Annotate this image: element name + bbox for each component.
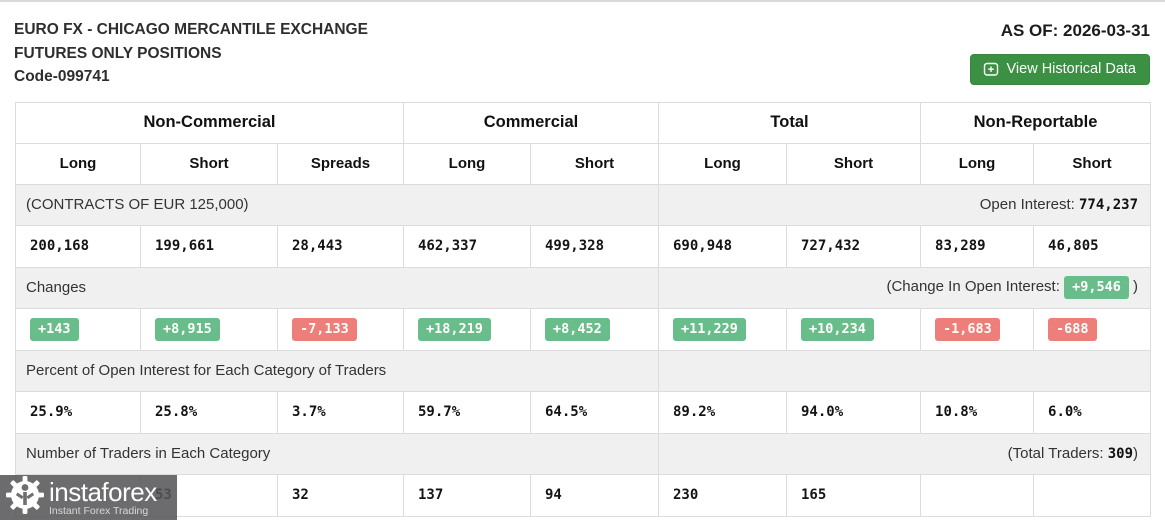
cot-positions-table: Non-Commercial Commercial Total Non-Repo…	[15, 101, 1152, 517]
col-c-long: Long	[403, 142, 531, 185]
change-cell: +8,452	[530, 307, 659, 351]
group-header-row: Non-Commercial Commercial Total Non-Repo…	[15, 101, 1152, 144]
change-badge: +18,219	[418, 317, 491, 341]
col-nr-short: Short	[1033, 142, 1152, 185]
as-of-date: AS OF: 2026-03-31	[1000, 21, 1150, 40]
traders-cell: 165	[785, 473, 922, 517]
traders-label: Number of Traders in Each Category	[15, 432, 659, 475]
instaforex-logo-watermark: instaforex Instant Forex Trading	[0, 475, 177, 520]
percent-cell: 89.2%	[658, 390, 787, 434]
change-cell: +18,219	[403, 307, 531, 351]
positions-cell: 727,432	[785, 224, 922, 268]
contracts-label: (CONTRACTS OF EUR 125,000)	[15, 183, 659, 226]
col-nc-short: Short	[140, 142, 278, 185]
col-t-short: Short	[785, 142, 922, 185]
percent-band-row: Percent of Open Interest for Each Catego…	[15, 349, 1152, 392]
percent-label: Percent of Open Interest for Each Catego…	[15, 349, 659, 392]
change-badge: +10,234	[801, 317, 874, 341]
change-cell: +10,234	[785, 307, 922, 351]
total-traders-suffix: )	[1133, 445, 1139, 462]
traders-cell: 32	[277, 473, 404, 517]
open-interest-label: Open Interest:	[979, 196, 1079, 213]
percent-cell: 25.8%	[140, 390, 278, 434]
percent-cell: 59.7%	[403, 390, 531, 434]
page-header: EURO FX - CHICAGO MERCANTILE EXCHANGE FU…	[0, 2, 1165, 89]
percent-band-empty	[657, 349, 1152, 392]
percent-cell: 25.9%	[15, 390, 141, 434]
positions-cell: 499,328	[530, 224, 659, 268]
header-right: AS OF: 2026-03-31 View Historical Data	[969, 18, 1150, 85]
change-oi-badge: +9,546	[1064, 276, 1129, 299]
contracts-band-row: (CONTRACTS OF EUR 125,000) Open Interest…	[15, 183, 1152, 226]
change-cell: -1,683	[920, 307, 1035, 351]
change-badge: +11,229	[673, 317, 746, 341]
group-non-reportable: Non-Reportable	[920, 101, 1152, 144]
calendar-plus-icon	[983, 61, 999, 77]
positions-cell: 83,289	[920, 224, 1035, 268]
logo-tagline: Instant Forex Trading	[49, 504, 149, 517]
total-traders-cell: (Total Traders: 309)	[657, 432, 1152, 475]
changes-row: +143 +8,915 -7,133 +18,219 +8,452 +11,22…	[15, 307, 1152, 351]
col-c-short: Short	[530, 142, 659, 185]
traders-cell	[1033, 473, 1152, 517]
total-traders-prefix: (Total Traders:	[1007, 445, 1108, 462]
report-title: EURO FX - CHICAGO MERCANTILE EXCHANGE FU…	[14, 18, 368, 89]
change-cell: +11,229	[658, 307, 787, 351]
percent-cell: 10.8%	[920, 390, 1035, 434]
open-interest-value: 774,237	[1079, 197, 1139, 213]
change-cell: -7,133	[277, 307, 404, 351]
view-historical-data-label: View Historical Data	[1006, 61, 1136, 77]
traders-cell: 230	[658, 473, 787, 517]
traders-cell: 94	[530, 473, 659, 517]
change-oi-suffix: )	[1128, 278, 1139, 295]
positions-cell: 199,661	[140, 224, 278, 268]
changes-band-row: Changes (Change In Open Interest: +9,546…	[15, 266, 1152, 309]
group-non-commercial: Non-Commercial	[15, 101, 404, 144]
col-t-long: Long	[658, 142, 787, 185]
change-badge: -1,683	[935, 317, 1000, 341]
change-badge: -688	[1048, 317, 1097, 341]
change-cell: -688	[1033, 307, 1152, 351]
change-badge: +8,452	[545, 317, 610, 341]
column-header-row: Long Short Spreads Long Short Long Short…	[15, 142, 1152, 185]
traders-cell	[920, 473, 1035, 517]
positions-row: 200,168 199,661 28,443 462,337 499,328 6…	[15, 224, 1152, 268]
positions-cell: 46,805	[1033, 224, 1152, 268]
traders-band-row: Number of Traders in Each Category (Tota…	[15, 432, 1152, 475]
logo-text: instaforex Instant Forex Trading	[49, 479, 157, 517]
percent-cell: 6.0%	[1033, 390, 1152, 434]
change-badge: +8,915	[155, 317, 220, 341]
col-nc-long: Long	[15, 142, 141, 185]
change-open-interest-cell: (Change In Open Interest: +9,546 )	[657, 266, 1152, 309]
group-commercial: Commercial	[403, 101, 659, 144]
title-line-3: Code-099741	[14, 68, 110, 85]
col-nr-long: Long	[920, 142, 1035, 185]
change-cell: +8,915	[140, 307, 278, 351]
positions-cell: 28,443	[277, 224, 404, 268]
instaforex-gear-icon	[4, 474, 46, 521]
logo-brand: instaforex	[49, 476, 157, 507]
changes-label: Changes	[15, 266, 659, 309]
col-nc-spreads: Spreads	[277, 142, 404, 185]
open-interest-cell: Open Interest: 774,237	[657, 183, 1152, 226]
percent-cell: 64.5%	[530, 390, 659, 434]
traders-row: 53 32 137 94 230 165	[15, 473, 1152, 517]
traders-cell: 137	[403, 473, 531, 517]
percent-cell: 3.7%	[277, 390, 404, 434]
positions-cell: 462,337	[403, 224, 531, 268]
group-total: Total	[657, 101, 922, 144]
positions-cell: 690,948	[658, 224, 787, 268]
change-cell: +143	[15, 307, 141, 351]
title-line-1: EURO FX - CHICAGO MERCANTILE EXCHANGE	[14, 21, 368, 38]
change-oi-prefix: (Change In Open Interest:	[886, 278, 1065, 295]
total-traders-value: 309	[1107, 446, 1134, 462]
percent-cell: 94.0%	[785, 390, 922, 434]
percent-row: 25.9% 25.8% 3.7% 59.7% 64.5% 89.2% 94.0%…	[15, 390, 1152, 434]
title-line-2: FUTURES ONLY POSITIONS	[14, 44, 222, 62]
positions-cell: 200,168	[15, 224, 141, 268]
change-badge: +143	[30, 317, 79, 341]
view-historical-data-button[interactable]: View Historical Data	[969, 54, 1150, 85]
change-badge: -7,133	[292, 317, 357, 341]
